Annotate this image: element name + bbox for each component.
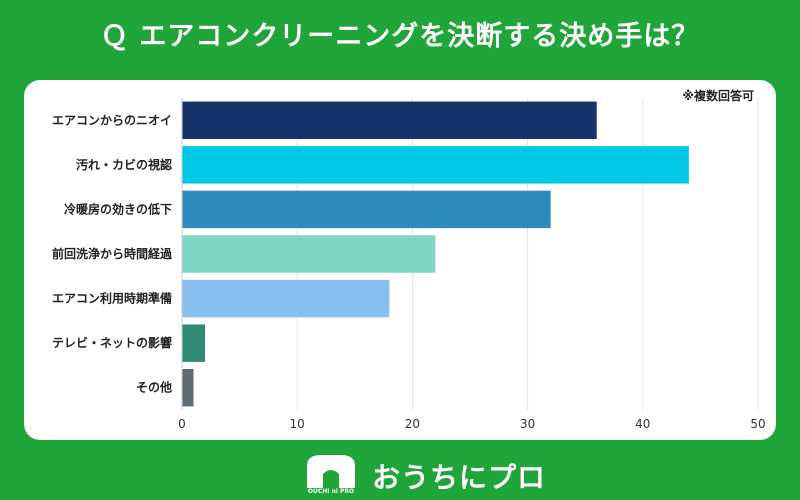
- page-title: Ｑ エアコンクリーニングを決断する決め手は？: [100, 21, 700, 52]
- bar-6: [182, 368, 194, 407]
- bar-chart: エアコンからのニオイ汚れ・カビの視認冷暖房の効きの低下前回洗浄から時間経過エアコ…: [52, 88, 766, 431]
- bar-4: [182, 279, 390, 318]
- footer: OUCHI ni PRO おうちにプロ: [0, 448, 800, 498]
- bar-0: [182, 101, 597, 140]
- x-tick-label-20: 20: [405, 417, 420, 431]
- category-label-3: 前回洗浄から時間経過: [52, 246, 173, 261]
- bar-5: [182, 324, 206, 362]
- chart-panel: エアコンからのニオイ汚れ・カビの視認冷暖房の効きの低下前回洗浄から時間経過 エアコ…: [24, 80, 776, 440]
- multiple-answer-note: ※複数回答可: [682, 88, 754, 103]
- category-label-0: エアコンからのニオイ: [52, 113, 172, 127]
- category-label-2: 冷暖房の効きの低下: [64, 201, 172, 216]
- bar-2: [182, 190, 551, 229]
- house-logo-icon: [307, 455, 355, 488]
- category-label-4: エアコン利用時期準備: [52, 291, 172, 306]
- category-label-1: 汚れ・カビの視認: [76, 157, 172, 172]
- category-label-5: テレビ・ネットの影響: [52, 335, 172, 350]
- x-tick-label-0: 0: [178, 417, 186, 431]
- x-tick-label-30: 30: [520, 417, 535, 431]
- bar-3: [182, 235, 436, 273]
- x-tick-label-10: 10: [290, 417, 305, 431]
- bar-1: [182, 146, 689, 184]
- brand-name: おうちにプロ: [372, 461, 547, 494]
- logo-small-text: OUCHI ni PRO: [307, 488, 355, 495]
- category-label-6: その他: [136, 380, 172, 395]
- x-tick-label-40: 40: [635, 417, 650, 431]
- x-tick-label-50: 50: [750, 417, 765, 431]
